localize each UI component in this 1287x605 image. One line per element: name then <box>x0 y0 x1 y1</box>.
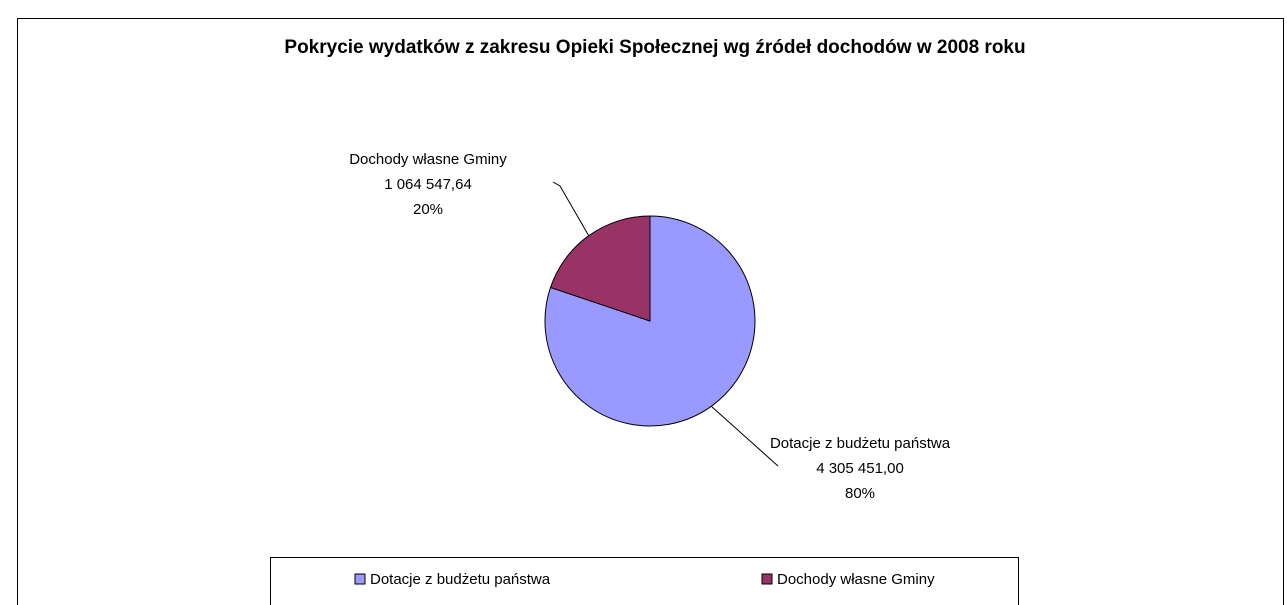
pie-slice <box>549 215 651 322</box>
chart-title: Pokrycie wydatków z zakresu Opieki Społe… <box>284 37 1025 58</box>
legend-label: Dotacje z budżetu państwa <box>370 571 551 588</box>
legend-swatch <box>354 573 366 585</box>
data-label-name: Dotacje z budżetu państwa <box>770 435 951 452</box>
legend-box <box>270 557 1019 605</box>
data-label-value: 1 064 547,64 <box>384 176 472 193</box>
legend-label: Dochody własne Gminy <box>777 571 935 588</box>
leader-line <box>552 181 590 236</box>
data-label-name: Dochody własne Gminy <box>349 151 507 168</box>
legend-swatch <box>761 573 773 585</box>
data-label-percent: 80% <box>845 485 875 502</box>
leader-line <box>710 405 779 467</box>
data-label-percent: 20% <box>413 201 443 218</box>
data-label-value: 4 305 451,00 <box>816 460 904 477</box>
